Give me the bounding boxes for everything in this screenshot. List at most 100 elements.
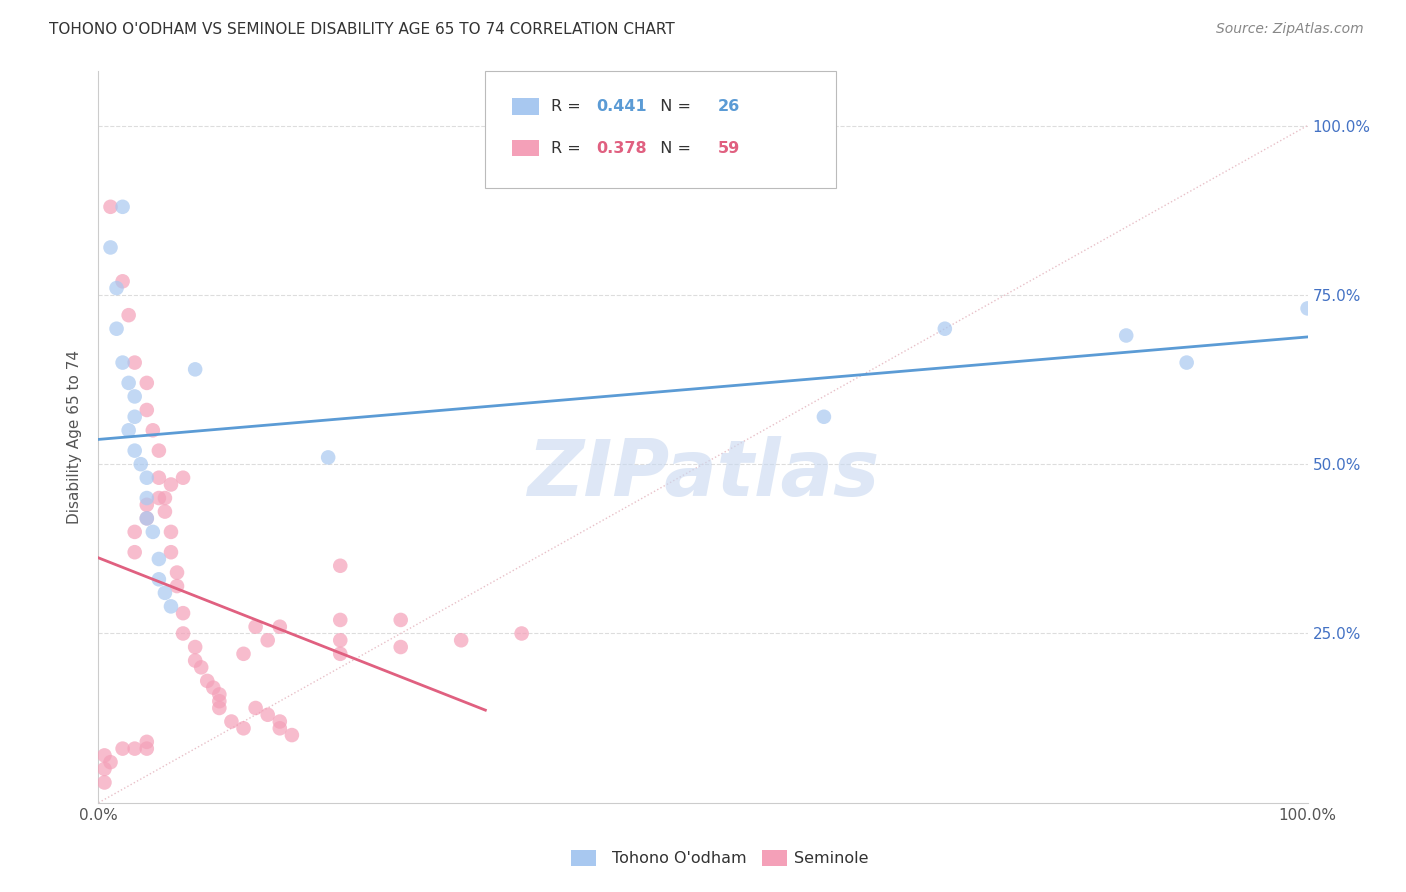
Bar — [512, 140, 538, 156]
Text: 0.441: 0.441 — [596, 99, 647, 114]
Point — [105, 322, 128, 336]
Text: 59: 59 — [717, 141, 740, 156]
Point — [232, 647, 254, 661]
Point — [135, 511, 157, 525]
Point — [245, 620, 267, 634]
Point — [153, 586, 176, 600]
Text: 26: 26 — [717, 99, 740, 114]
Point — [135, 471, 157, 485]
Point — [221, 714, 243, 729]
Point — [111, 355, 134, 369]
Point — [160, 524, 183, 539]
Text: ZIPatlas: ZIPatlas — [527, 435, 879, 512]
Point — [1175, 355, 1198, 369]
Point — [202, 681, 225, 695]
Point — [93, 762, 115, 776]
Point — [142, 524, 165, 539]
Point — [269, 620, 291, 634]
Text: 0.378: 0.378 — [596, 141, 647, 156]
Point — [148, 491, 170, 505]
Point — [135, 741, 157, 756]
Point — [1296, 301, 1319, 316]
Text: N =: N = — [650, 141, 696, 156]
Point — [148, 572, 170, 586]
Point — [160, 477, 183, 491]
Text: N =: N = — [650, 99, 696, 114]
Point — [148, 552, 170, 566]
Point — [93, 748, 115, 763]
Point — [153, 491, 176, 505]
Point — [100, 240, 122, 254]
Point — [124, 389, 146, 403]
Point — [142, 423, 165, 437]
Point — [135, 491, 157, 505]
Point — [118, 423, 141, 437]
Text: Source: ZipAtlas.com: Source: ZipAtlas.com — [1216, 22, 1364, 37]
Point — [105, 281, 128, 295]
Point — [100, 755, 122, 769]
Point — [184, 362, 207, 376]
Point — [118, 308, 141, 322]
Point — [124, 741, 146, 756]
Point — [124, 545, 146, 559]
Point — [172, 471, 194, 485]
Point — [389, 613, 412, 627]
Text: R =: R = — [551, 141, 585, 156]
Text: Tohono O'odham: Tohono O'odham — [612, 851, 747, 865]
Point — [316, 450, 339, 465]
Point — [269, 714, 291, 729]
Point — [129, 457, 152, 471]
Point — [245, 701, 267, 715]
Point — [256, 633, 278, 648]
Point — [256, 707, 278, 722]
Point — [124, 443, 146, 458]
Point — [124, 355, 146, 369]
Point — [100, 200, 122, 214]
Point — [160, 545, 183, 559]
Point — [166, 566, 188, 580]
Point — [329, 647, 352, 661]
Text: TOHONO O'ODHAM VS SEMINOLE DISABILITY AGE 65 TO 74 CORRELATION CHART: TOHONO O'ODHAM VS SEMINOLE DISABILITY AG… — [49, 22, 675, 37]
Point — [93, 775, 115, 789]
Point — [329, 558, 352, 573]
Y-axis label: Disability Age 65 to 74: Disability Age 65 to 74 — [67, 350, 83, 524]
Point — [172, 606, 194, 620]
Point — [281, 728, 304, 742]
Point — [329, 613, 352, 627]
Point — [208, 701, 231, 715]
Point — [232, 721, 254, 735]
Point — [153, 505, 176, 519]
Point — [111, 274, 134, 288]
Point — [190, 660, 212, 674]
Bar — [512, 98, 538, 114]
Point — [208, 688, 231, 702]
Bar — [762, 850, 787, 866]
Point — [148, 471, 170, 485]
Point — [135, 511, 157, 525]
Point — [450, 633, 472, 648]
Bar — [571, 850, 596, 866]
Point — [111, 200, 134, 214]
Point — [135, 376, 157, 390]
Point — [195, 673, 218, 688]
Text: Seminole: Seminole — [794, 851, 869, 865]
Point — [813, 409, 835, 424]
Point — [329, 633, 352, 648]
Point — [172, 626, 194, 640]
Point — [389, 640, 412, 654]
Point — [148, 443, 170, 458]
Point — [135, 403, 157, 417]
Point — [208, 694, 231, 708]
Point — [510, 626, 533, 640]
Point — [111, 741, 134, 756]
Point — [135, 498, 157, 512]
Point — [124, 524, 146, 539]
Text: R =: R = — [551, 99, 585, 114]
Point — [124, 409, 146, 424]
Point — [184, 654, 207, 668]
Point — [934, 322, 956, 336]
Point — [166, 579, 188, 593]
Point — [160, 599, 183, 614]
Point — [184, 640, 207, 654]
Point — [1115, 328, 1137, 343]
